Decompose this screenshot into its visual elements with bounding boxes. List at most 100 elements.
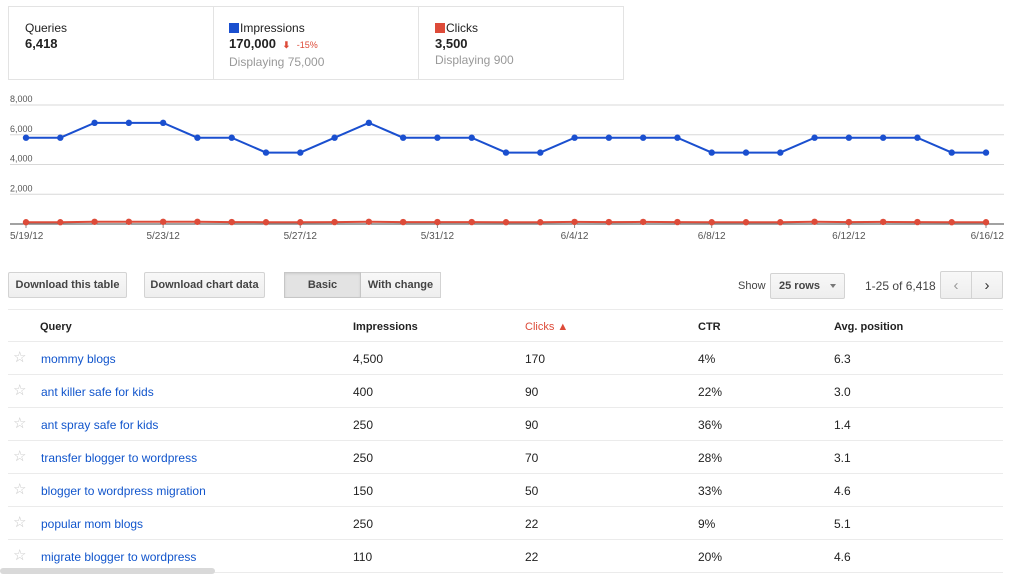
clicks-point xyxy=(125,218,133,225)
x-tick-label: 6/12/12 xyxy=(832,231,866,242)
impressions-change: -15% xyxy=(296,40,318,50)
impressions-cell: 250 xyxy=(353,517,374,531)
clicks-point xyxy=(948,219,955,226)
table-row: ☆ blogger to wordpress migration 150 50 … xyxy=(8,474,1003,507)
download-chart-data-button[interactable]: Download chart data xyxy=(144,272,265,298)
impressions-point xyxy=(91,119,98,127)
impressions-point xyxy=(399,134,407,141)
query-link[interactable]: popular mom blogs xyxy=(41,517,144,531)
queries-summary[interactable]: Queries 6,418 xyxy=(8,6,213,80)
y-tick-label: 6,000 xyxy=(10,124,33,134)
basic-view-button[interactable]: Basic xyxy=(284,272,361,298)
query-link[interactable]: transfer blogger to wordpress xyxy=(41,451,198,465)
clicks-point xyxy=(879,218,887,226)
chevron-left-icon: ‹ xyxy=(953,276,959,294)
clicks-point xyxy=(57,219,64,226)
impressions-point xyxy=(605,134,613,141)
clicks-point xyxy=(468,218,475,226)
star-icon[interactable]: ☆ xyxy=(13,349,27,366)
clicks-value: 3,500 xyxy=(435,36,468,51)
column-header-query[interactable]: Query xyxy=(40,321,72,333)
clicks-point xyxy=(811,218,818,225)
next-page-button[interactable]: › xyxy=(971,271,1003,299)
clicks-point xyxy=(297,219,304,226)
avg-position-cell: 1.4 xyxy=(834,418,851,432)
clicks-summary[interactable]: Clicks 3,500 Displaying 900 xyxy=(418,6,624,80)
download-table-button[interactable]: Download this table xyxy=(8,272,127,298)
clicks-point xyxy=(194,218,201,225)
ctr-cell: 9% xyxy=(698,517,716,531)
clicks-point xyxy=(914,218,921,226)
chevron-right-icon: › xyxy=(984,276,990,294)
column-header-clicks[interactable]: Clicks ▲ xyxy=(525,321,569,333)
summary-bar: Queries 6,418 Impressions 170,000 ⬇ -15%… xyxy=(8,6,624,82)
ctr-cell: 4% xyxy=(698,352,716,366)
impressions-point xyxy=(982,149,990,156)
clicks-point xyxy=(571,218,578,226)
clicks-point xyxy=(537,219,544,226)
table-body: ☆ mommy blogs 4,500 170 4% 6.3 ☆ ant kil… xyxy=(8,342,1003,573)
horizontal-scrollbar[interactable] xyxy=(0,568,215,574)
avg-position-cell: 5.1 xyxy=(834,517,851,531)
query-link[interactable]: mommy blogs xyxy=(41,352,116,366)
impressions-point xyxy=(125,119,133,127)
star-icon[interactable]: ☆ xyxy=(13,547,27,564)
performance-chart[interactable]: 8,000 6,000 4,000 2,000 5/19/12 5/23/12 5/27/1… xyxy=(0,95,1024,247)
clicks-cell: 50 xyxy=(525,484,539,498)
clicks-displaying: Displaying 900 xyxy=(435,53,514,67)
impressions-displaying: Displaying 75,000 xyxy=(229,55,325,69)
clicks-point xyxy=(742,219,750,226)
impressions-point xyxy=(708,149,715,156)
impressions-point xyxy=(777,149,784,156)
star-icon[interactable]: ☆ xyxy=(13,514,27,531)
clicks-cell: 22 xyxy=(525,517,539,531)
clicks-cell: 90 xyxy=(525,385,539,399)
impressions-checkbox-icon[interactable] xyxy=(229,23,239,33)
table-row: ☆ migrate blogger to wordpress 110 22 20… xyxy=(8,540,1003,573)
impressions-point xyxy=(948,149,955,156)
impressions-point xyxy=(194,134,201,141)
impressions-point xyxy=(811,134,818,141)
clicks-cell: 70 xyxy=(525,451,539,465)
avg-position-cell: 3.0 xyxy=(834,385,851,399)
impressions-point xyxy=(742,149,750,156)
clicks-point xyxy=(982,219,990,226)
impressions-point xyxy=(537,149,544,156)
star-icon[interactable]: ☆ xyxy=(13,415,27,432)
impressions-point xyxy=(228,134,235,141)
impressions-point xyxy=(22,134,30,141)
impressions-cell: 150 xyxy=(353,484,374,498)
table-header: Query Impressions Clicks ▲ CTR Avg. posi… xyxy=(8,309,1003,342)
clicks-cell: 170 xyxy=(525,352,546,366)
column-header-impressions[interactable]: Impressions xyxy=(353,321,418,333)
impressions-summary[interactable]: Impressions 170,000 ⬇ -15% Displaying 75… xyxy=(213,6,418,80)
column-header-avg-position[interactable]: Avg. position xyxy=(834,321,904,333)
impressions-point xyxy=(468,134,475,141)
queries-value: 6,418 xyxy=(25,36,58,51)
impressions-cell: 250 xyxy=(353,451,374,465)
with-change-view-button[interactable]: With change xyxy=(361,272,441,298)
star-icon[interactable]: ☆ xyxy=(13,481,27,498)
impressions-point xyxy=(57,134,64,141)
rows-per-page-select[interactable]: 25 rows xyxy=(770,273,845,299)
ctr-cell: 28% xyxy=(698,451,723,465)
query-link[interactable]: ant killer safe for kids xyxy=(41,385,154,399)
query-link[interactable]: ant spray safe for kids xyxy=(41,418,159,432)
clicks-point xyxy=(434,218,441,226)
star-icon[interactable]: ☆ xyxy=(13,382,27,399)
x-tick-label: 5/23/12 xyxy=(146,231,180,242)
ctr-cell: 36% xyxy=(698,418,723,432)
query-link[interactable]: migrate blogger to wordpress xyxy=(41,550,197,564)
star-icon[interactable]: ☆ xyxy=(13,448,27,465)
impressions-cell: 4,500 xyxy=(353,352,384,366)
clicks-point xyxy=(777,219,784,226)
clicks-checkbox-icon[interactable] xyxy=(435,23,445,33)
column-header-ctr[interactable]: CTR xyxy=(698,321,721,333)
clicks-point xyxy=(22,219,30,226)
clicks-point xyxy=(91,218,98,225)
previous-page-button[interactable]: ‹ xyxy=(940,271,972,299)
x-tick-label: 5/19/12 xyxy=(10,231,44,242)
impressions-label: Impressions xyxy=(240,21,305,35)
query-link[interactable]: blogger to wordpress migration xyxy=(41,484,206,498)
impressions-point xyxy=(262,149,270,156)
